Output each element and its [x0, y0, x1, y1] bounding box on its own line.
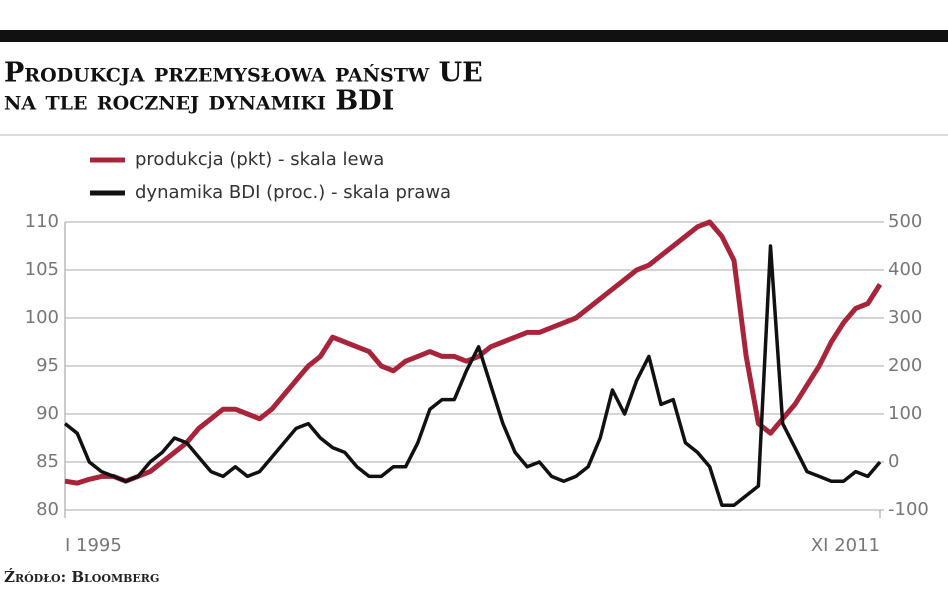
- y-tick-label: 105: [25, 259, 59, 280]
- y-tick-label: 95: [36, 355, 59, 376]
- y-tick-label: 100: [25, 307, 59, 328]
- y-tick-label: 85: [36, 451, 59, 472]
- y2-tick-label: 400: [888, 259, 922, 280]
- y2-tick-label: -100: [888, 499, 929, 520]
- source: Źródło: Bloomberg: [4, 568, 159, 586]
- chart-title: na tle rocznej dynamiki BDI: [4, 86, 394, 117]
- x-tick-label: XI 2011: [811, 535, 880, 556]
- y-tick-label: 80: [36, 499, 59, 520]
- y-tick-label: 90: [36, 403, 59, 424]
- x-tick-label: I 1995: [65, 535, 122, 556]
- top-bar: [0, 30, 948, 42]
- legend-label: dynamika BDI (proc.) - skala prawa: [135, 182, 451, 203]
- y2-tick-label: 100: [888, 403, 922, 424]
- y2-tick-label: 200: [888, 355, 922, 376]
- chart-title: Produkcja przemysłowa państw UE: [4, 58, 483, 89]
- y-tick-label: 110: [25, 211, 59, 232]
- y2-tick-label: 0: [888, 451, 899, 472]
- series-line: [63, 244, 882, 507]
- y2-tick-label: 500: [888, 211, 922, 232]
- y2-tick-label: 300: [888, 307, 922, 328]
- legend-label: produkcja (pkt) - skala lewa: [135, 149, 384, 170]
